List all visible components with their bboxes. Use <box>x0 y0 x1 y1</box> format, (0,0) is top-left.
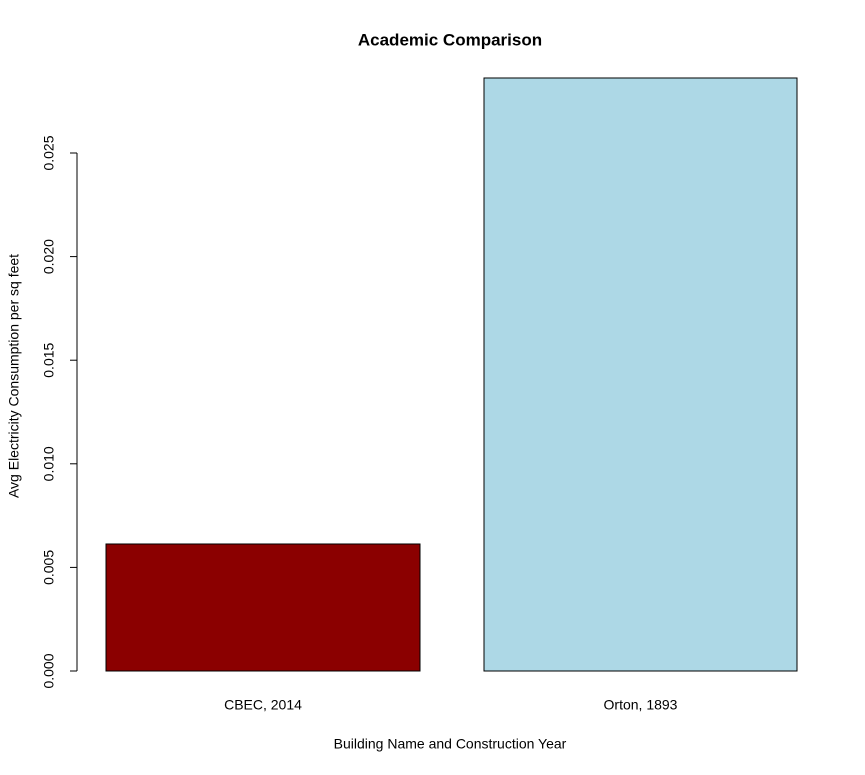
chart-title: Academic Comparison <box>358 30 542 49</box>
x-tick-label: CBEC, 2014 <box>224 697 302 713</box>
x-axis-title: Building Name and Construction Year <box>334 736 567 752</box>
bar <box>483 77 798 672</box>
y-axis-title: Avg Electricity Consumption per sq feet <box>6 254 22 498</box>
bar <box>105 543 421 672</box>
y-tick-label: 0.020 <box>41 239 57 274</box>
y-tick-label: 0.025 <box>41 135 57 170</box>
x-tick-label: Orton, 1893 <box>604 697 678 713</box>
y-tick-label: 0.005 <box>41 550 57 585</box>
y-tick-label: 0.000 <box>41 653 57 688</box>
y-tick-label: 0.015 <box>41 342 57 377</box>
y-tick-label: 0.010 <box>41 446 57 481</box>
